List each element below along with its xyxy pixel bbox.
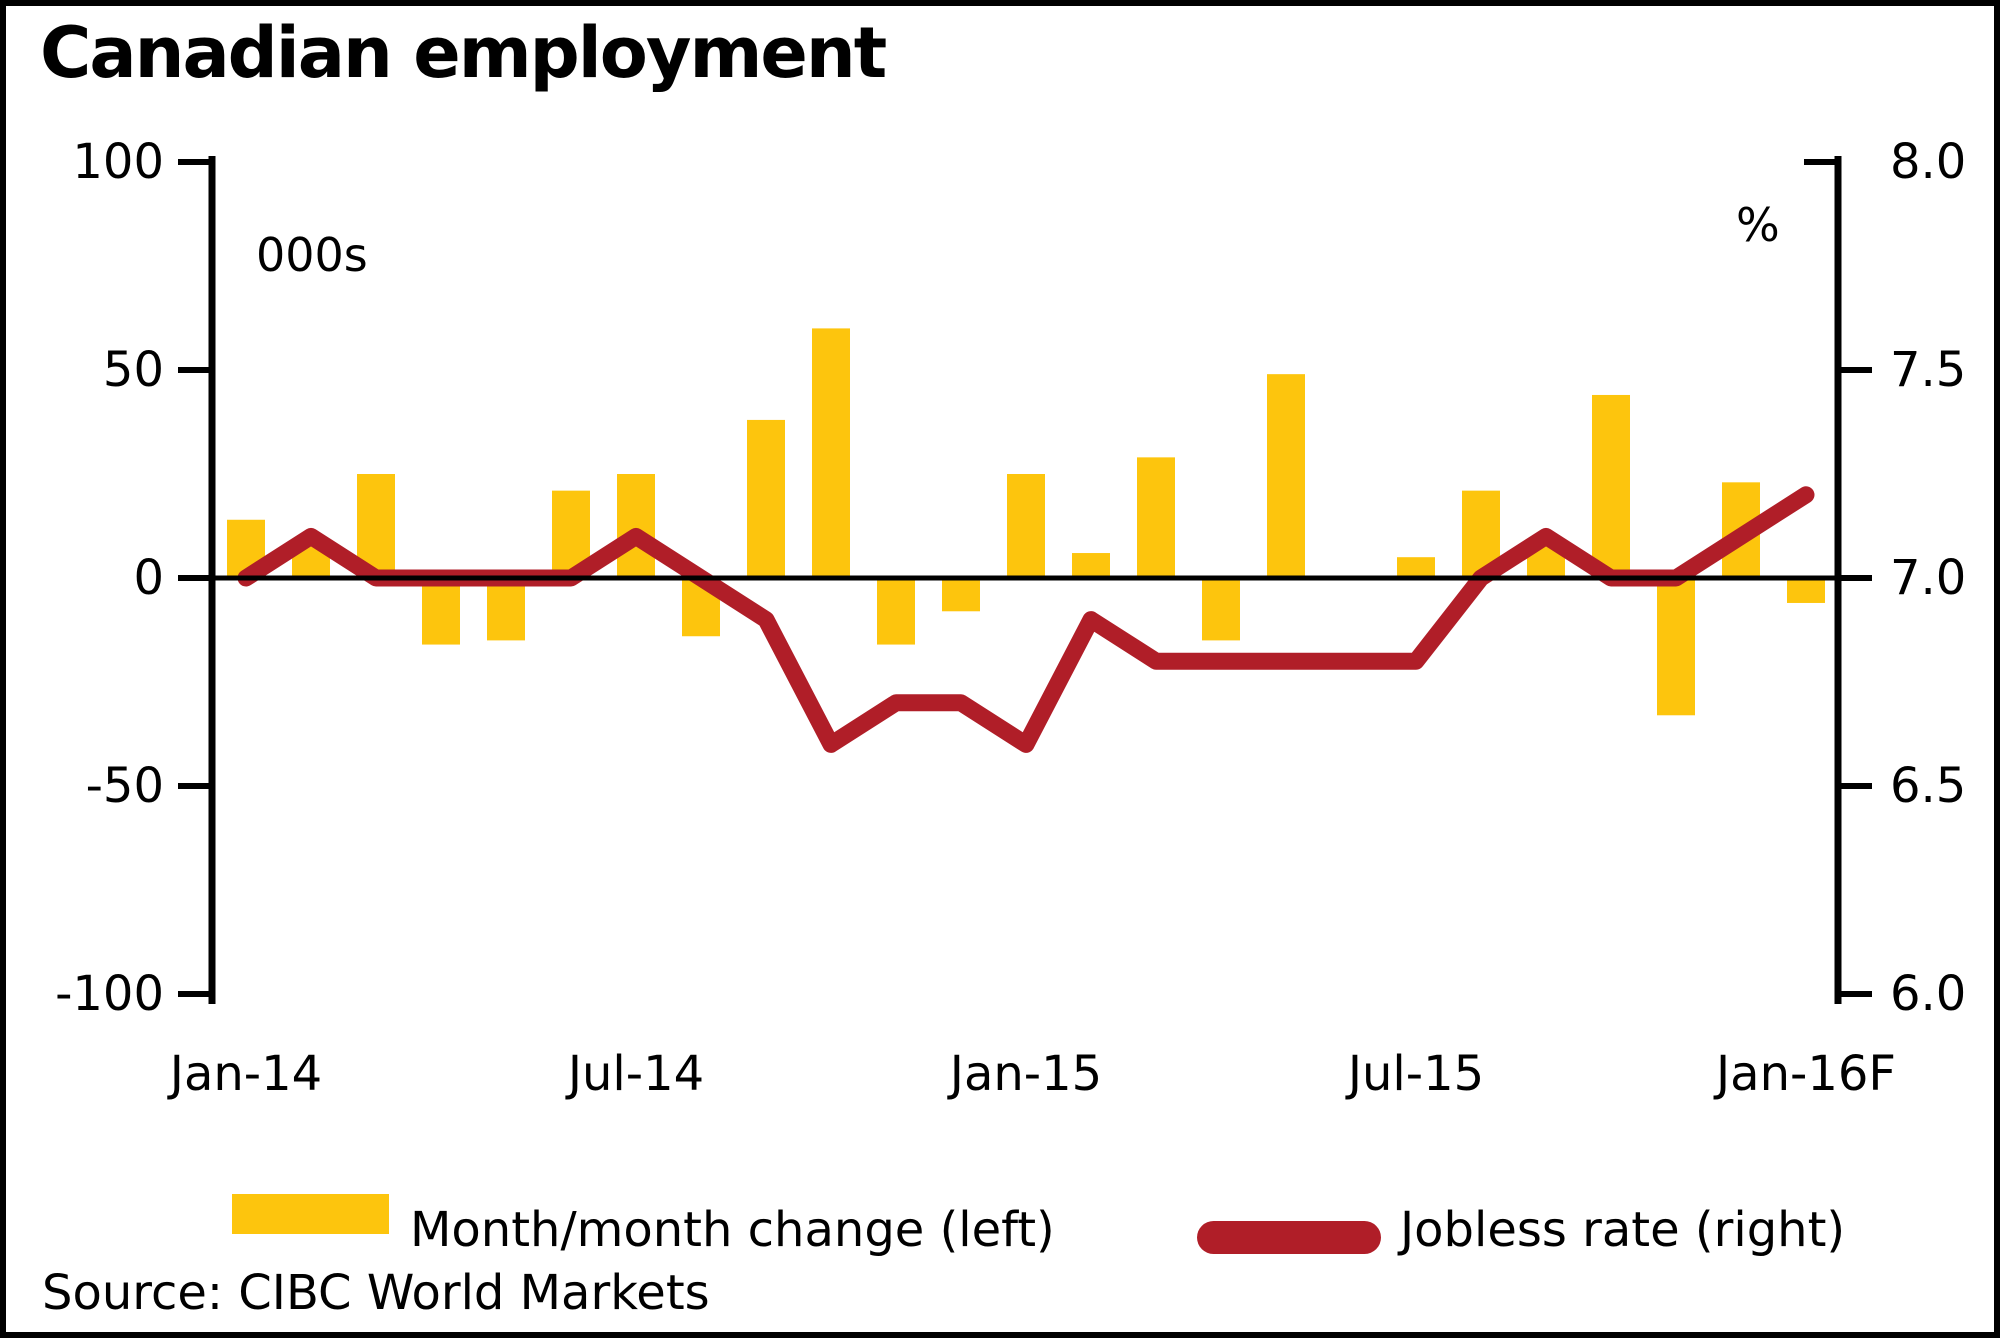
employment-change-bar-Apr-15 <box>1202 578 1240 641</box>
right-axis-unit-label: % <box>1736 198 1780 252</box>
employment-change-bar-May-15 <box>1267 374 1305 578</box>
right-axis-tick-label: 6.0 <box>1890 966 1967 1022</box>
left-axis-tick-label: 0 <box>133 550 164 606</box>
right-axis-tick-label: 7.0 <box>1890 550 1967 606</box>
right-axis-tick-label: 8.0 <box>1890 134 1967 190</box>
legend-line-swatch <box>1197 1221 1381 1254</box>
employment-change-bar-Oct-14 <box>812 328 850 578</box>
left-axis-tick-label: -100 <box>55 966 164 1022</box>
employment-change-bar-Nov-14 <box>877 578 915 645</box>
employment-change-bar-May-14 <box>487 578 525 641</box>
x-axis-tick-label: Jan-14 <box>169 1046 323 1102</box>
source-note: Source: CIBC World Markets <box>42 1265 710 1321</box>
page-title: Canadian employment <box>40 12 887 94</box>
employment-change-bar-Mar-15 <box>1137 457 1175 578</box>
employment-change-bar-Apr-14 <box>422 578 460 645</box>
left-axis-tick-label: -50 <box>85 758 164 814</box>
left-axis-unit-label: 000s <box>256 228 368 282</box>
legend-line-label: Jobless rate (right) <box>1400 1202 1846 1258</box>
legend-bar-swatch <box>232 1194 389 1234</box>
employment-change-bar-Feb-15 <box>1072 553 1110 578</box>
left-axis-tick-label: 100 <box>72 134 164 190</box>
employment-change-bar-Dec-14 <box>942 578 980 612</box>
x-axis-tick-label: Jan-15 <box>949 1046 1103 1102</box>
employment-change-bar-Jul-14 <box>617 474 655 578</box>
right-axis-tick-label: 7.5 <box>1890 342 1967 398</box>
left-axis-tick-label: 50 <box>102 342 164 398</box>
employment-change-bar-Oct-15 <box>1592 394 1630 578</box>
right-axis-tick-label: 6.5 <box>1890 758 1967 814</box>
legend-bar-label: Month/month change (left) <box>410 1202 1055 1258</box>
x-axis-tick-label: Jan-16F <box>1716 1046 1896 1102</box>
employment-change-bar-Nov-15 <box>1657 578 1695 716</box>
x-axis-tick-label: Jul-15 <box>1347 1046 1485 1102</box>
x-axis-tick-label: Jul-14 <box>567 1046 705 1102</box>
employment-change-bar-Jul-15 <box>1397 557 1435 578</box>
employment-change-bar-Sep-14 <box>747 419 785 578</box>
employment-change-bar-Jan-16F <box>1787 578 1825 603</box>
employment-change-bar-Jan-15 <box>1007 474 1045 578</box>
employment-chart-canvas <box>178 156 1872 1004</box>
